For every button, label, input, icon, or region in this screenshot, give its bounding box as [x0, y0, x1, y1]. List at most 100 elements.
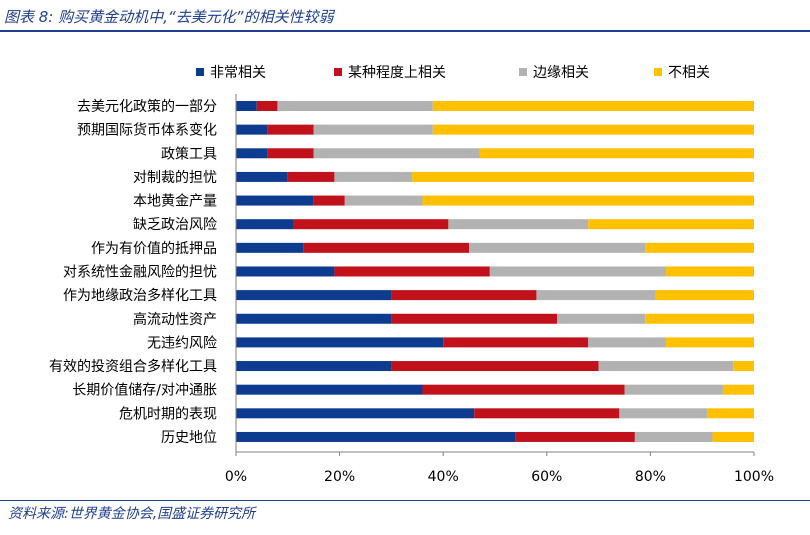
- legend-label: 某种程度上相关: [348, 65, 446, 81]
- x-tick-label: 100%: [734, 469, 774, 485]
- bar-segment: [236, 195, 314, 206]
- bar-segment: [236, 384, 423, 395]
- bar-segment: [236, 219, 293, 230]
- bar-segment: [391, 313, 558, 324]
- bar-segment: [236, 124, 268, 135]
- bar-segment: [303, 242, 470, 253]
- bar-segment: [391, 290, 537, 301]
- footer-rule: [0, 500, 810, 501]
- category-label: 无违约风险: [147, 335, 217, 351]
- bar-segment: [422, 384, 625, 395]
- bar-segment: [313, 148, 480, 159]
- category-label: 本地黄金产量: [133, 193, 217, 210]
- bar-segment: [665, 337, 754, 348]
- category-label: 缺乏政治风险: [133, 217, 217, 233]
- chart-bars: [236, 101, 754, 442]
- title-rule: [0, 30, 810, 32]
- bar-segment: [588, 219, 754, 230]
- bar-segment: [665, 266, 754, 277]
- bar-segment: [236, 266, 335, 277]
- bar-segment: [292, 219, 449, 230]
- bar-segment: [557, 313, 646, 324]
- page-title: 图表 8: 购买黄金动机中,“去美元化”的相关性较弱: [4, 8, 334, 26]
- bar-segment: [469, 242, 646, 253]
- bar-segment: [624, 384, 723, 395]
- bar-segment: [448, 219, 589, 230]
- legend-label: 非常相关: [210, 65, 266, 81]
- x-tick-label: 80%: [635, 469, 666, 485]
- bar-segment: [267, 124, 314, 135]
- bar-segment: [443, 337, 589, 348]
- chart-legend: 非常相关 某种程度上相关 边缘相关 不相关: [196, 65, 710, 81]
- bar-segment: [236, 242, 304, 253]
- legend-swatch: [654, 68, 662, 76]
- category-label: 去美元化政策的一部分: [77, 98, 217, 115]
- x-tick-label: 20%: [324, 469, 355, 485]
- bar-segment: [236, 408, 475, 419]
- legend-item: 边缘相关: [519, 65, 589, 81]
- bar-segment: [236, 148, 268, 159]
- bar-segment: [645, 242, 754, 253]
- x-tick-label: 0%: [225, 469, 247, 485]
- bar-segment: [489, 266, 666, 277]
- bar-segment: [655, 290, 754, 301]
- category-label: 对系统性金融风险的担忧: [63, 264, 217, 280]
- legend-item: 非常相关: [196, 65, 266, 81]
- x-tick-label: 40%: [428, 469, 459, 485]
- bar-segment: [313, 195, 345, 206]
- bar-segment: [236, 361, 392, 372]
- bar-segment: [334, 266, 490, 277]
- bar-segment: [645, 313, 754, 324]
- bar-segment: [598, 361, 734, 372]
- bar-segment: [236, 337, 444, 348]
- bar-segment: [236, 313, 392, 324]
- bar-segment: [256, 101, 278, 111]
- bar-segment: [634, 431, 713, 442]
- bar-segment: [722, 384, 754, 395]
- bar-segment: [479, 148, 754, 159]
- category-label: 历史地位: [161, 430, 217, 446]
- category-label: 长期价值储存/对冲通胀: [72, 383, 217, 399]
- legend-swatch: [196, 68, 204, 76]
- bar-segment: [334, 171, 413, 182]
- legend-swatch: [334, 68, 342, 76]
- bar-segment: [515, 431, 635, 442]
- bar-segment: [391, 361, 599, 372]
- category-label: 对制裁的担忧: [133, 170, 217, 186]
- category-label: 预期国际货币体系变化: [77, 122, 217, 139]
- bar-segment: [344, 195, 423, 206]
- bar-segment: [733, 361, 754, 372]
- bar-segment: [474, 408, 620, 419]
- bar-segment: [712, 431, 754, 442]
- legend-label: 边缘相关: [533, 65, 589, 81]
- bar-segment: [287, 171, 335, 182]
- category-label: 高流动性资产: [133, 311, 217, 328]
- category-label: 有效的投资组合多样化工具: [49, 358, 217, 375]
- category-label: 作为地缘政治多样化工具: [63, 287, 217, 304]
- stacked-bar-chart: 非常相关 某种程度上相关 边缘相关 不相关 去美元化政策的一部分预期国际货币体系变化政…: [49, 65, 774, 485]
- bar-segment: [536, 290, 656, 301]
- bar-segment: [432, 101, 754, 111]
- bar-segment: [707, 408, 754, 419]
- bar-segment: [432, 124, 754, 135]
- legend-swatch: [519, 68, 527, 76]
- bar-segment: [236, 290, 392, 301]
- legend-item: 某种程度上相关: [334, 65, 446, 81]
- y-axis-labels: 去美元化政策的一部分预期国际货币体系变化政策工具对制裁的担忧本地黄金产量缺乏政治…: [49, 98, 217, 446]
- bar-segment: [236, 171, 288, 182]
- bar-segment: [588, 337, 666, 348]
- category-label: 政策工具: [161, 145, 217, 162]
- legend-label: 不相关: [668, 65, 710, 81]
- bar-segment: [277, 101, 433, 111]
- category-label: 作为有价值的抵押品: [91, 241, 217, 257]
- bar-segment: [267, 148, 314, 159]
- bar-segment: [236, 101, 257, 111]
- bar-segment: [422, 195, 754, 206]
- bar-segment: [412, 171, 754, 182]
- x-tick-label: 60%: [531, 469, 562, 485]
- source-note: 资料来源:世界黄金协会,国盛证券研究所: [8, 506, 256, 522]
- bar-segment: [236, 431, 516, 442]
- legend-item: 不相关: [654, 65, 710, 81]
- category-label: 危机时期的表现: [119, 406, 217, 422]
- bar-segment: [313, 124, 433, 135]
